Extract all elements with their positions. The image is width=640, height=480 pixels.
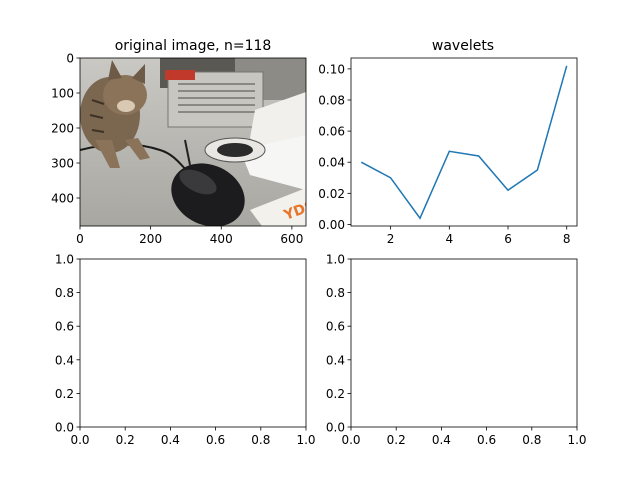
y-tick-label: 0.2 [326,387,345,401]
x-tick-label: 0.4 [161,433,180,447]
x-tick-label: 0.0 [70,433,89,447]
empty-panel-right: 0.0 0.2 0.4 0.6 0.8 1.0 0.0 0.2 0.4 0.6 0.8 1.0 [326,253,587,448]
x-tick-label: 1.0 [296,433,315,447]
y-tick-label: 0.4 [55,353,74,367]
x-tick-label: 0.6 [477,433,496,447]
kitten-image: YDS [80,58,306,226]
y-tick-label: 0.0 [326,421,345,435]
wavelets-panel: wavelets 2 4 6 8 0.00 0.02 0.04 0.06 0.08 0.10 [318,38,578,246]
y-tick-label: 0.8 [55,286,74,300]
x-tick-label: 0.2 [116,433,135,447]
x-tick-label: 200 [139,232,162,246]
x-tick-label: 0.2 [387,433,406,447]
y-tick-label: 0.00 [318,218,345,232]
wavelets-series-line [360,65,568,220]
y-tick-label: 1.0 [326,253,345,267]
x-tick-label: 6 [504,232,512,246]
x-tick-label: 0.6 [206,433,225,447]
y-tick-label: 0.6 [326,320,345,334]
x-tick-label: 4 [446,232,454,246]
x-tick-label: 8 [563,232,571,246]
x-tick-label: 0.8 [522,433,541,447]
x-tick-label: 0.8 [251,433,270,447]
y-tick-label: 0.8 [326,286,345,300]
x-tick-label: 0 [76,232,84,246]
wavelets-panel-title: wavelets [432,38,494,54]
y-tick-label: 0.0 [55,421,74,435]
y-tick-label: 0.6 [55,320,74,334]
y-tick-label: 0.08 [318,94,345,108]
y-tick-label: 0.10 [318,62,345,76]
y-tick-label: 0 [66,52,74,66]
y-tick-label: 0.04 [318,156,345,170]
y-tick-label: 0.02 [318,187,345,201]
x-tick-label: 400 [210,232,233,246]
x-tick-label: 600 [280,232,303,246]
y-tick-label: 0.4 [326,353,345,367]
image-panel: original image, n=118 [51,38,307,246]
x-tick-label: 0.4 [432,433,451,447]
y-tick-label: 400 [51,192,74,206]
y-tick-label: 1.0 [55,253,74,267]
image-panel-title: original image, n=118 [115,38,272,54]
x-tick-label: 2 [387,232,395,246]
y-tick-label: 200 [51,122,74,136]
y-tick-label: 300 [51,157,74,171]
x-tick-label: 1.0 [567,433,586,447]
x-tick-label: 0.0 [341,433,360,447]
y-tick-label: 0.2 [55,387,74,401]
y-tick-label: 0.06 [318,125,345,139]
y-tick-label: 100 [51,87,74,101]
empty-panel-left: 0.0 0.2 0.4 0.6 0.8 1.0 0.0 0.2 0.4 0.6 0.8 1.0 [55,253,316,448]
